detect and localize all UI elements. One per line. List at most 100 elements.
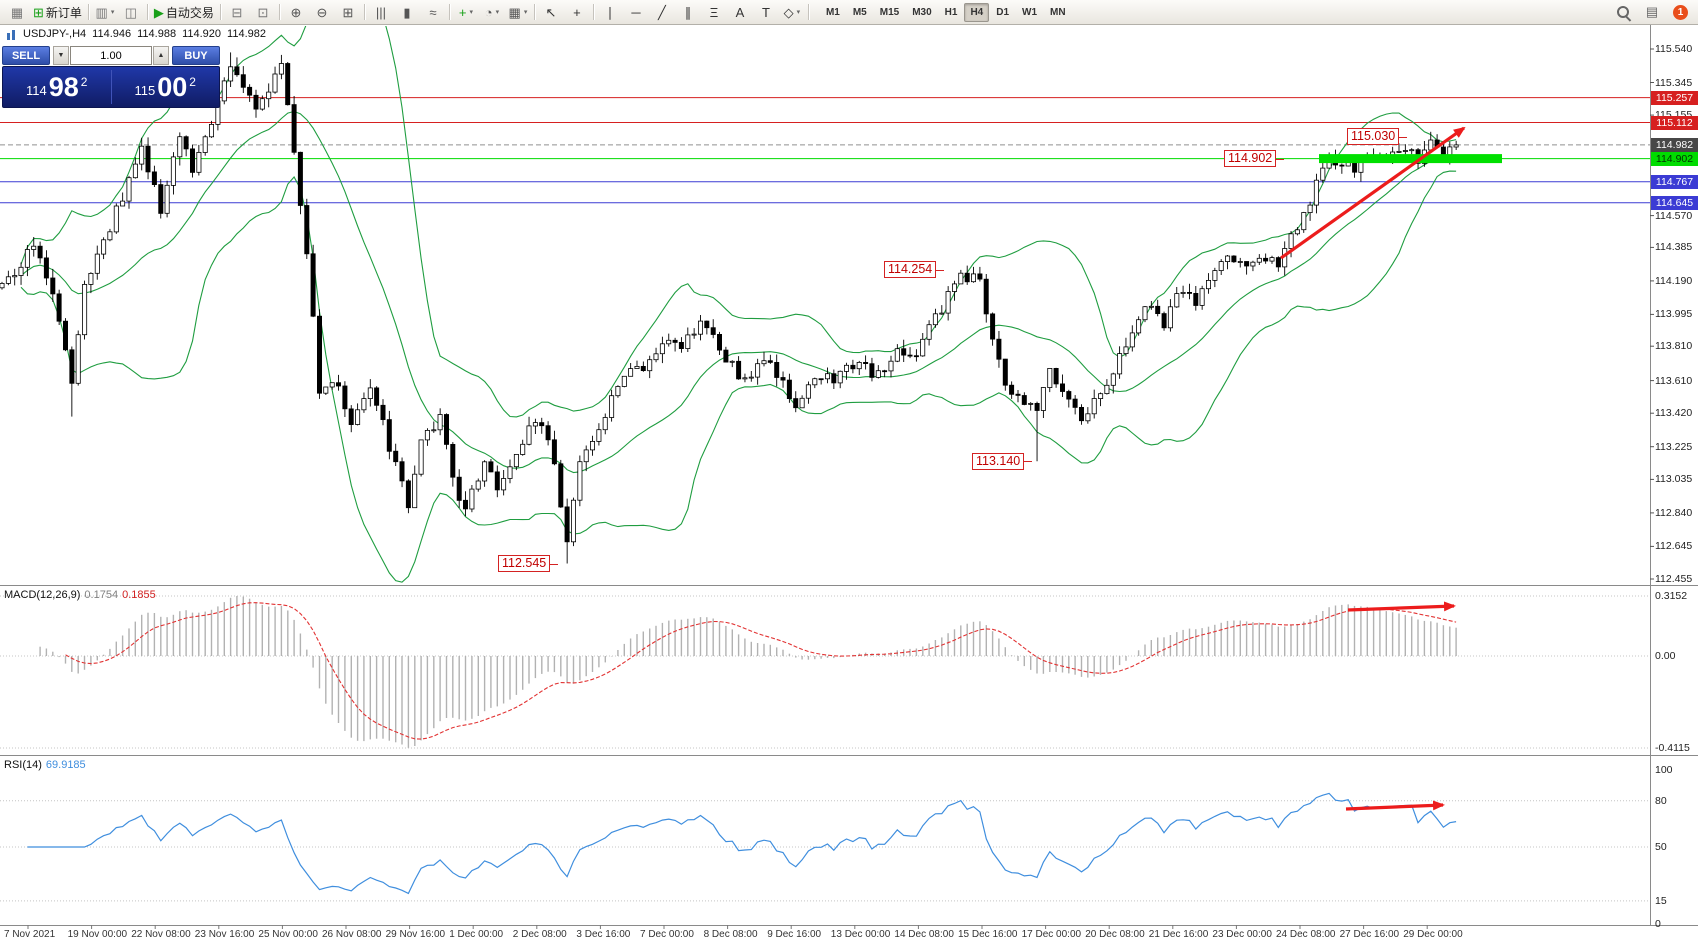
- line-chart-type-button[interactable]: ≈: [420, 1, 446, 23]
- time-label: 24 Dec 08:00: [1276, 929, 1336, 940]
- timeframe-w1[interactable]: W1: [1022, 6, 1038, 18]
- new-order-icon: ⊞: [33, 4, 44, 20]
- timeframe-m30[interactable]: M30: [912, 6, 932, 18]
- chart-icon: [6, 29, 17, 40]
- trendline-icon: ╱: [658, 4, 666, 20]
- timeframe-h4[interactable]: H4: [964, 2, 990, 22]
- label-button[interactable]: T: [753, 1, 779, 23]
- price-level-box: 114.645: [1651, 195, 1698, 210]
- price-tick: 112.840: [1655, 506, 1693, 519]
- timeframe-h1[interactable]: H1: [944, 6, 958, 18]
- fibonacci-button[interactable]: Ξ: [701, 1, 727, 23]
- new-chart-button[interactable]: ▦: [4, 1, 30, 23]
- macd-scale-label: 0.3152: [1655, 590, 1688, 602]
- toolbox-toggle-icon: ⊟: [231, 4, 243, 20]
- new-order-button[interactable]: ⊞ 新订单: [30, 1, 85, 23]
- rsi-scale-label: 50: [1655, 841, 1667, 853]
- price-tick: 112.455: [1655, 573, 1693, 585]
- timeframe-m1[interactable]: M1: [825, 6, 840, 18]
- time-label: 15 Dec 16:00: [958, 929, 1018, 940]
- macd-scale-label: 0.00: [1655, 650, 1676, 662]
- time-label: 8 Dec 08:00: [703, 929, 758, 940]
- bar-chart-type-button[interactable]: |||: [368, 1, 394, 23]
- volume-decrease-button[interactable]: ▼: [53, 46, 69, 65]
- toolbar-separator: [533, 4, 535, 20]
- text-button[interactable]: A: [727, 1, 753, 23]
- zoom-out-button[interactable]: ⊖: [309, 1, 335, 23]
- price-tick: 113.035: [1655, 473, 1693, 486]
- templates-button[interactable]: ▦ ▾: [505, 1, 531, 23]
- volume-increase-button[interactable]: ▲: [153, 46, 169, 65]
- time-label: 2 Dec 08:00: [512, 929, 567, 940]
- timeframe-m15[interactable]: M15: [879, 6, 900, 18]
- chevron-down-icon: ▾: [523, 9, 528, 16]
- rsi-scale-label: 80: [1655, 794, 1667, 807]
- auto-trading-button[interactable]: ▶ 自动交易: [151, 1, 217, 23]
- new-order-button-label: 新订单: [45, 5, 82, 20]
- indicators-button[interactable]: + ▾: [453, 1, 479, 23]
- buy-price[interactable]: 115 00 2: [112, 67, 220, 107]
- price-axis[interactable]: 115.540115.345115.155114.570114.385114.1…: [1651, 24, 1698, 925]
- toolbar-separator: [278, 4, 280, 20]
- price-tick: 114.190: [1655, 274, 1693, 287]
- periods-button[interactable]: ◔ ▾: [479, 1, 505, 23]
- zoom-in-icon: ⊕: [290, 4, 302, 20]
- news-button[interactable]: ▤: [1645, 4, 1659, 19]
- time-label: 19 Nov 00:00: [67, 929, 128, 940]
- price-annotation[interactable]: 114.254: [884, 261, 945, 279]
- zoom-in-button[interactable]: ⊕: [283, 1, 309, 23]
- buy-button[interactable]: BUY: [172, 46, 220, 65]
- buy-price-prefix: 115: [134, 83, 156, 98]
- timeframe-d1[interactable]: D1: [996, 6, 1010, 18]
- price-annotation[interactable]: 113.140: [972, 452, 1033, 470]
- trend-arrow-main[interactable]: [1280, 126, 1466, 260]
- volume-field[interactable]: 1.00: [70, 46, 152, 65]
- tile-windows-button[interactable]: ⊞: [335, 1, 361, 23]
- sell-price[interactable]: 114 98 2: [3, 67, 111, 107]
- trend-arrow-macd[interactable]: [1347, 601, 1456, 612]
- timeframe-m5[interactable]: M5: [852, 6, 867, 18]
- charts-cascade-button[interactable]: ◫: [118, 1, 144, 23]
- shapes-button[interactable]: ◇ ▾: [779, 1, 805, 23]
- price-tick: 113.610: [1655, 374, 1693, 387]
- horizontal-levels: [0, 97, 1650, 204]
- price-annotation[interactable]: 112.545: [498, 555, 559, 573]
- trendline-button[interactable]: ╱: [649, 1, 675, 23]
- profiles-icon: ▥: [95, 4, 108, 20]
- price-tick: 113.810: [1655, 340, 1693, 353]
- channel-button[interactable]: ∥: [675, 1, 701, 23]
- auto-trading-icon: ▶: [153, 4, 164, 20]
- grid-lines: [0, 595, 1650, 902]
- price-tick: 113.420: [1655, 407, 1693, 420]
- notification-badge[interactable]: 1: [1673, 4, 1688, 20]
- time-axis[interactable]: 7 Nov 2021 19 Nov 00:00 22 Nov 08:00 23 Nov…: [0, 927, 1698, 942]
- profiles-button[interactable]: ▥ ▾: [92, 1, 118, 23]
- tile-windows-icon: ⊞: [342, 4, 354, 20]
- charts-cascade-icon: ◫: [124, 4, 138, 20]
- candle-chart-type-button[interactable]: ▮: [394, 1, 420, 23]
- support-zone-rectangle[interactable]: [1319, 154, 1502, 164]
- time-label: 23 Nov 16:00: [194, 929, 255, 940]
- trend-arrow-rsi[interactable]: [1345, 800, 1445, 811]
- fibonacci-icon: Ξ: [709, 4, 719, 20]
- toolbox-toggle[interactable]: ⊟: [224, 1, 250, 23]
- price-annotation[interactable]: 114.902: [1224, 150, 1285, 168]
- timeframe-mn[interactable]: MN: [1050, 6, 1066, 18]
- price-annotation[interactable]: 115.030: [1347, 128, 1408, 146]
- cursor-button[interactable]: ↖: [538, 1, 564, 23]
- toolbar-separator: [592, 4, 594, 20]
- horizontal-line-button[interactable]: ─: [623, 1, 649, 23]
- buy-price-pip: 2: [189, 74, 196, 89]
- vertical-line-button[interactable]: ∣: [597, 1, 623, 23]
- time-label: 13 Dec 00:00: [830, 929, 891, 940]
- cursor-icon: ↖: [545, 4, 557, 20]
- sell-button[interactable]: SELL: [2, 46, 50, 65]
- time-label: 23 Dec 00:00: [1212, 929, 1272, 940]
- search-icon[interactable]: [1616, 5, 1631, 20]
- navigator-toggle[interactable]: ⊡: [250, 1, 276, 23]
- crosshair-button[interactable]: +: [564, 1, 590, 23]
- zone: [1319, 154, 1502, 164]
- toolbar: ▦ ⊞ 新订单 ▥ ▾ ◫ ▶ 自动交易 ⊟ ⊡ ⊕ ⊖ ⊞ ||| ▮ ≈ + ▾ ◔ ▾ ▦ ▾ ↖ + ∣ ─ ╱ ∥ Ξ A T ◇ ▾…: [0, 0, 1698, 25]
- volume-stepper: ▼ 1.00 ▲: [53, 46, 169, 65]
